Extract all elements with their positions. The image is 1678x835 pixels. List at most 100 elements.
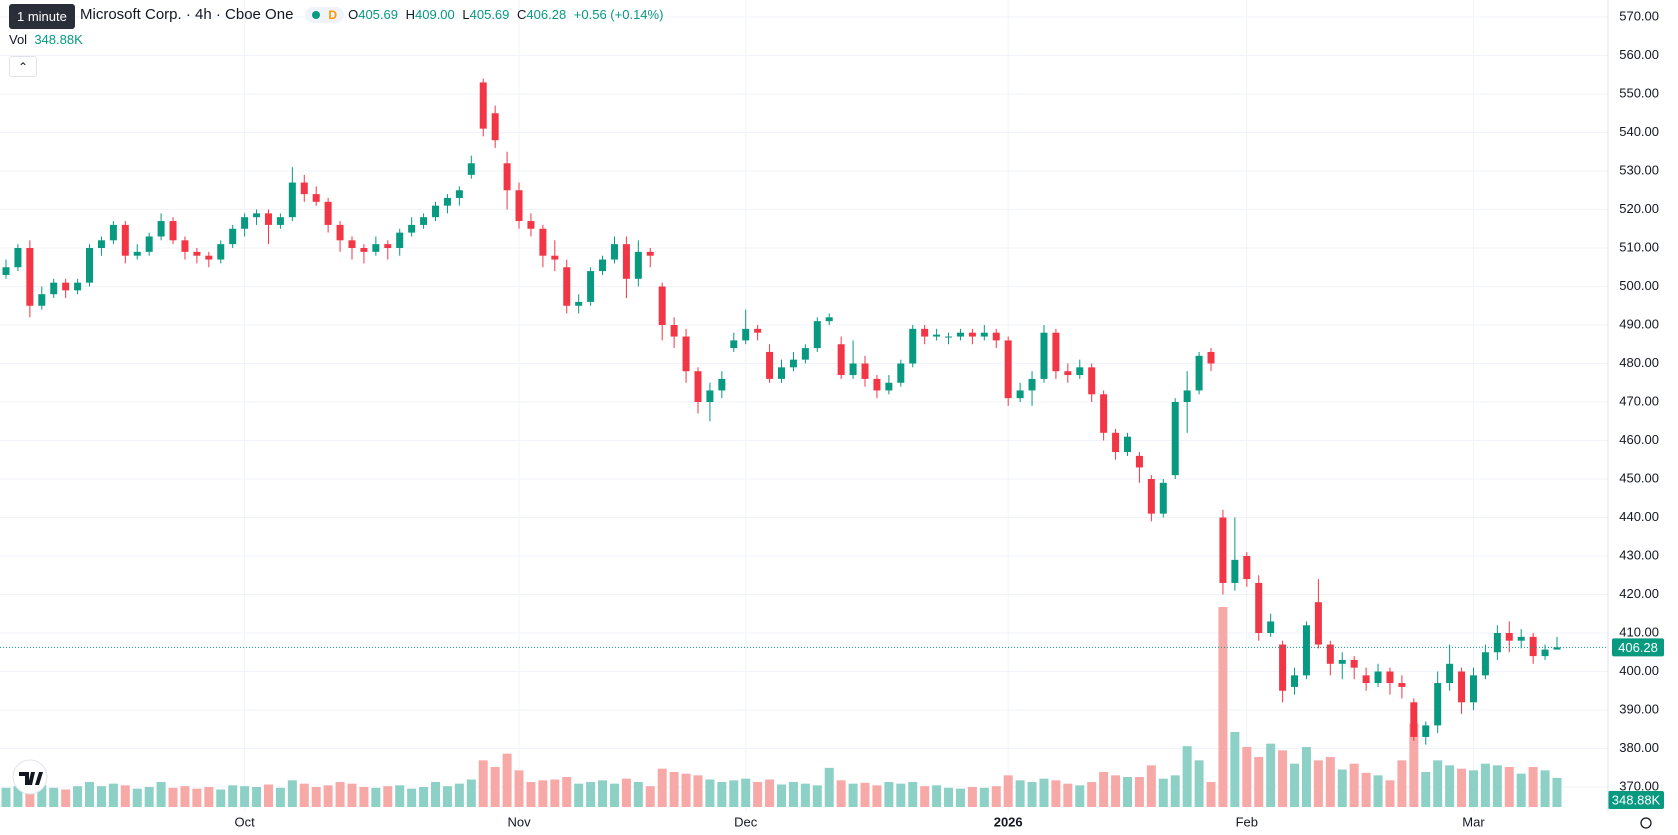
volume-bar <box>1266 743 1276 807</box>
candle-body <box>921 328 929 337</box>
last-price-label: 406.28 <box>1618 640 1658 655</box>
vol-label: Vol <box>9 32 28 47</box>
candle-body <box>1326 644 1334 664</box>
candle-body <box>288 182 296 218</box>
candle-body <box>479 82 487 129</box>
volume-bar <box>979 787 989 807</box>
volume-bar <box>1230 732 1240 807</box>
candle-body <box>789 359 797 368</box>
badge[interactable]: D <box>305 6 345 23</box>
o-label: O <box>348 7 359 22</box>
candle-body <box>1028 378 1036 391</box>
candle-body <box>646 251 654 256</box>
header: Microsoft Corp. · 4h · Cboe One D O405.6… <box>80 6 671 23</box>
volume-bar <box>454 783 464 807</box>
candle-body <box>849 363 857 376</box>
candle-body <box>1338 659 1346 664</box>
candle-body <box>1183 390 1191 402</box>
volume-bar <box>1122 777 1132 807</box>
y-tick-label: 440.00 <box>1619 509 1659 524</box>
y-tick-label: 380.00 <box>1619 740 1659 755</box>
volume-bar <box>323 785 333 807</box>
candle-body <box>241 217 249 229</box>
volume-bar <box>1158 778 1168 807</box>
collapse-button[interactable]: ⌃ <box>9 56 37 77</box>
volume-tag-label: 348.88K <box>1612 792 1661 807</box>
volume-bar <box>73 786 83 807</box>
volume-legend: Vol 348.88K <box>9 32 83 47</box>
candle-body <box>205 255 213 260</box>
candle-body <box>1422 725 1430 737</box>
volume-bar <box>753 782 763 807</box>
candle-body <box>837 344 845 376</box>
candle-body <box>694 371 702 402</box>
volume-bar <box>407 788 417 807</box>
candle-body <box>1159 482 1167 514</box>
volume-bar <box>347 783 357 807</box>
candle-body <box>26 248 34 306</box>
candle-body <box>62 282 70 291</box>
volume-bar <box>204 787 214 807</box>
volume-bar <box>1254 757 1264 807</box>
y-tick-label: 540.00 <box>1619 124 1659 139</box>
candle-body <box>682 336 690 372</box>
candle-body <box>610 244 618 260</box>
y-tick-label: 490.00 <box>1619 316 1659 331</box>
y-tick-label: 520.00 <box>1619 201 1659 216</box>
volume-bar <box>132 788 142 807</box>
volume-bar <box>1528 767 1538 807</box>
volume-bar <box>788 782 798 807</box>
candle-body <box>1135 455 1143 468</box>
candle-body <box>1207 351 1215 364</box>
candle-body <box>778 367 785 379</box>
candle-body <box>38 294 46 306</box>
last-price-tag <box>1612 638 1664 657</box>
h-label: H <box>405 7 415 22</box>
candle-body <box>372 244 380 252</box>
volume-bar <box>550 779 560 807</box>
volume-bar <box>562 777 572 807</box>
candle-body <box>1469 675 1477 703</box>
volume-bar <box>1516 773 1526 807</box>
o-value: 405.69 <box>358 7 398 22</box>
candle-body <box>1004 340 1012 399</box>
candle-body <box>420 217 428 225</box>
symbol-title: Microsoft Corp. · 4h · Cboe One <box>80 6 294 23</box>
candle-body <box>443 197 451 206</box>
x-tick-label: Feb <box>1236 814 1258 829</box>
candle-body <box>1040 332 1048 379</box>
x-tick-label: 2026 <box>994 814 1023 829</box>
volume-bar <box>1063 783 1073 807</box>
volume-bar <box>1290 763 1300 807</box>
candle-body <box>1255 582 1263 633</box>
candle-body <box>1446 663 1454 684</box>
volume-bar <box>1492 765 1502 807</box>
y-tick-label: 390.00 <box>1619 701 1659 716</box>
candle-body <box>121 224 129 256</box>
candle-body <box>50 282 58 295</box>
candle-body <box>1362 675 1370 684</box>
candle-body <box>86 248 94 283</box>
volume-bar <box>920 786 930 807</box>
volume-bar <box>633 782 643 807</box>
volume-bar <box>1194 760 1204 807</box>
volume-bar <box>228 785 238 807</box>
volume-bar <box>1218 607 1228 807</box>
volume-bar <box>1504 767 1514 807</box>
y-tick-label: 450.00 <box>1619 470 1659 485</box>
candle-body <box>1088 367 1096 395</box>
volume-bar <box>371 787 381 807</box>
volume-bar <box>108 783 118 807</box>
volume-bar <box>1170 775 1180 807</box>
x-tick-label: Nov <box>507 814 531 829</box>
volume-bar <box>1337 769 1347 807</box>
volume-bar <box>1540 770 1550 807</box>
candle-body <box>945 336 953 338</box>
candle-body <box>1493 633 1501 653</box>
candle-body <box>1458 671 1466 703</box>
candle-body <box>169 221 177 241</box>
l-value: 405.69 <box>469 7 510 22</box>
volume-bar <box>168 787 178 807</box>
candle-body <box>2 267 10 275</box>
